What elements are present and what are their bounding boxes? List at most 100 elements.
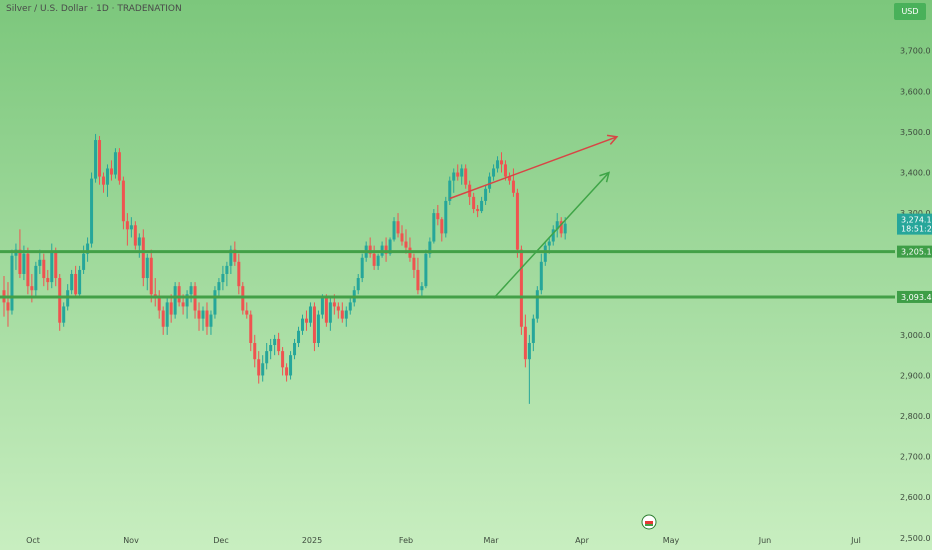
candle[interactable] — [523, 314, 527, 368]
candle[interactable] — [221, 265, 225, 291]
candle[interactable] — [289, 351, 293, 380]
candle[interactable] — [539, 253, 543, 295]
candle[interactable] — [460, 164, 464, 185]
candle[interactable] — [46, 269, 50, 291]
candle[interactable] — [74, 265, 78, 299]
candle[interactable] — [177, 282, 181, 307]
candle[interactable] — [308, 302, 312, 327]
candle[interactable] — [555, 213, 559, 238]
candle[interactable] — [336, 302, 340, 319]
candle[interactable] — [543, 241, 547, 266]
candle[interactable] — [18, 229, 22, 279]
candle[interactable] — [340, 302, 344, 323]
candle[interactable] — [527, 334, 531, 404]
candle[interactable] — [145, 253, 149, 291]
candle[interactable] — [86, 237, 90, 262]
candle[interactable] — [165, 298, 169, 335]
currency-button[interactable]: USD — [894, 3, 926, 20]
candle[interactable] — [348, 298, 352, 315]
candle[interactable] — [173, 282, 177, 319]
candle[interactable] — [137, 233, 141, 258]
candle[interactable] — [376, 253, 380, 270]
candle[interactable] — [102, 172, 105, 193]
candle[interactable] — [113, 148, 117, 179]
candle[interactable] — [58, 273, 62, 331]
candle[interactable] — [324, 294, 328, 327]
candle[interactable] — [400, 225, 404, 246]
candle[interactable] — [90, 172, 94, 248]
candle[interactable] — [356, 273, 360, 295]
candle[interactable] — [213, 286, 217, 319]
candle[interactable] — [448, 176, 452, 205]
candle[interactable] — [269, 338, 273, 360]
candle[interactable] — [464, 164, 468, 189]
candle[interactable] — [476, 204, 480, 218]
candle[interactable] — [105, 164, 109, 197]
candle[interactable] — [559, 217, 563, 238]
candle[interactable] — [404, 229, 408, 254]
candle[interactable] — [249, 310, 253, 352]
candle[interactable] — [26, 247, 30, 295]
candle[interactable] — [304, 310, 308, 331]
candle[interactable] — [492, 164, 496, 181]
candle[interactable] — [507, 172, 511, 185]
candle[interactable] — [141, 229, 145, 287]
candle[interactable] — [312, 302, 316, 352]
candle[interactable] — [480, 196, 484, 214]
candle[interactable] — [109, 160, 113, 181]
candle[interactable] — [133, 221, 137, 250]
candle[interactable] — [54, 247, 58, 287]
candle[interactable] — [285, 363, 289, 382]
candle[interactable] — [412, 253, 416, 279]
candle[interactable] — [384, 237, 388, 262]
candle[interactable] — [6, 282, 10, 327]
tradingview-logo-icon[interactable] — [641, 514, 657, 530]
candle[interactable] — [245, 302, 249, 319]
candle[interactable] — [117, 148, 121, 185]
candle[interactable] — [416, 257, 420, 295]
candle[interactable] — [496, 156, 500, 173]
candle[interactable] — [209, 310, 213, 335]
candle[interactable] — [484, 184, 488, 205]
candle[interactable] — [281, 347, 285, 376]
candle[interactable] — [273, 334, 277, 356]
candle[interactable] — [344, 306, 348, 327]
candle[interactable] — [372, 245, 376, 270]
candle[interactable] — [277, 332, 281, 356]
candle[interactable] — [440, 217, 444, 242]
candle[interactable] — [217, 278, 221, 299]
candle[interactable] — [301, 314, 304, 335]
candle[interactable] — [78, 265, 82, 299]
candle[interactable] — [293, 338, 297, 360]
candle[interactable] — [500, 152, 503, 173]
candle[interactable] — [237, 253, 241, 295]
candle[interactable] — [436, 204, 440, 226]
candle[interactable] — [161, 306, 165, 335]
candle[interactable] — [316, 310, 320, 348]
candle[interactable] — [70, 269, 74, 295]
candle[interactable] — [149, 249, 153, 303]
candle[interactable] — [125, 213, 129, 246]
candle[interactable] — [121, 176, 125, 230]
candle[interactable] — [472, 192, 476, 214]
candle[interactable] — [432, 209, 436, 244]
candle[interactable] — [169, 294, 173, 323]
candle[interactable] — [98, 135, 102, 185]
candle[interactable] — [396, 213, 400, 238]
candle[interactable] — [205, 302, 209, 335]
candle[interactable] — [261, 355, 265, 382]
candle[interactable] — [157, 290, 161, 319]
candle[interactable] — [328, 298, 332, 331]
candle[interactable] — [233, 241, 237, 266]
candle[interactable] — [253, 334, 257, 368]
candle[interactable] — [34, 261, 38, 299]
candle[interactable] — [428, 237, 432, 258]
trendline-lower[interactable] — [492, 172, 610, 299]
candle[interactable] — [38, 249, 42, 274]
candle[interactable] — [392, 217, 396, 242]
candle[interactable] — [456, 164, 460, 181]
candle[interactable] — [551, 225, 555, 246]
candle[interactable] — [519, 245, 523, 335]
candle[interactable] — [94, 133, 98, 183]
candle[interactable] — [10, 249, 14, 315]
